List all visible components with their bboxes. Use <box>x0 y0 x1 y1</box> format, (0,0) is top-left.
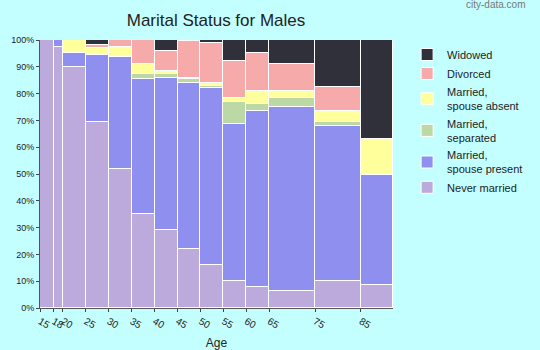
svg-text:60: 60 <box>243 316 259 331</box>
svg-text:Age: Age <box>206 336 228 350</box>
svg-text:Widowed: Widowed <box>447 49 492 61</box>
svg-text:Divorced: Divorced <box>447 68 490 80</box>
svg-text:city-data.com: city-data.com <box>466 0 525 10</box>
svg-text:50: 50 <box>197 316 213 331</box>
svg-text:Married,separated: Married,separated <box>447 118 496 144</box>
svg-text:10%: 10% <box>16 276 34 286</box>
svg-text:Never married: Never married <box>447 182 517 194</box>
svg-text:80%: 80% <box>16 89 34 99</box>
svg-text:50%: 50% <box>16 169 34 179</box>
svg-text:85: 85 <box>357 316 373 331</box>
svg-text:45: 45 <box>174 316 190 331</box>
svg-text:90%: 90% <box>16 62 34 72</box>
svg-text:Marital Status for Males: Marital Status for Males <box>127 11 306 30</box>
svg-text:Married,spouse present: Married,spouse present <box>447 149 522 175</box>
svg-text:60%: 60% <box>16 142 34 152</box>
svg-text:20: 20 <box>59 316 75 331</box>
svg-text:40%: 40% <box>16 196 34 206</box>
svg-text:40: 40 <box>151 316 167 331</box>
svg-text:75: 75 <box>312 316 328 331</box>
svg-text:18: 18 <box>50 316 66 331</box>
svg-text:15: 15 <box>37 316 53 331</box>
svg-text:0%: 0% <box>21 303 34 313</box>
svg-text:70%: 70% <box>16 116 34 126</box>
svg-text:30: 30 <box>105 316 121 331</box>
svg-text:100%: 100% <box>11 35 34 45</box>
svg-text:20%: 20% <box>16 250 34 260</box>
svg-text:Married,spouse absent: Married,spouse absent <box>447 86 519 112</box>
svg-text:35: 35 <box>128 316 144 331</box>
svg-text:30%: 30% <box>16 223 34 233</box>
svg-text:55: 55 <box>220 316 236 331</box>
svg-text:65: 65 <box>266 316 282 331</box>
svg-text:25: 25 <box>82 316 98 331</box>
